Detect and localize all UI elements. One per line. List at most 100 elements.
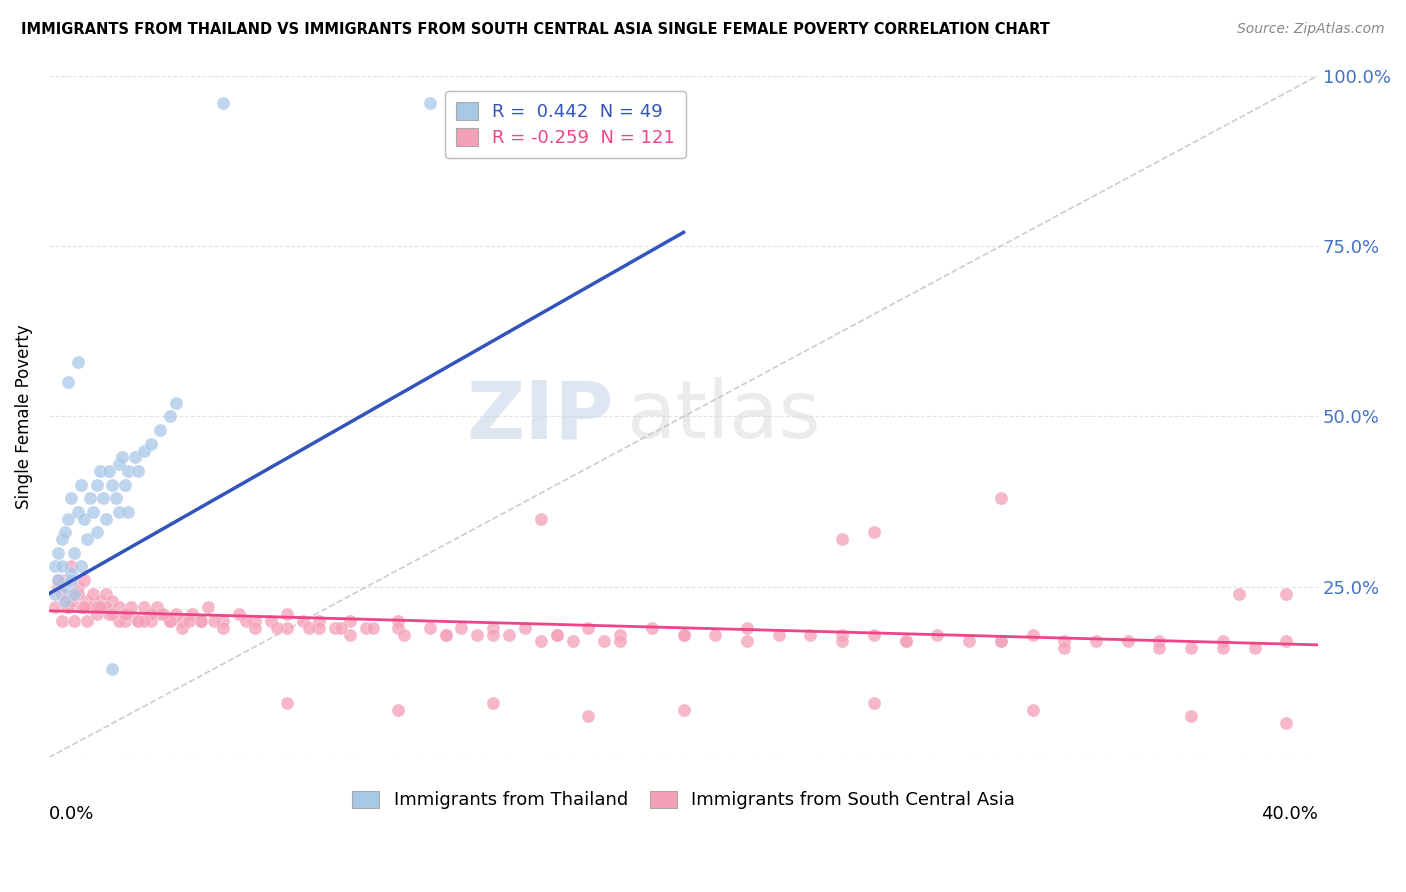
Point (260, 614, 283, 628)
Point (53, 593, 76, 607)
Point (576, 621, 599, 635)
Point (465, 628, 488, 642)
Point (107, 505, 129, 519)
Point (82, 587, 104, 601)
Point (735, 621, 758, 635)
Point (89, 464, 111, 478)
Point (73, 512, 96, 526)
Point (66, 580, 89, 594)
Point (86, 525, 108, 540)
Point (127, 614, 149, 628)
Point (51, 614, 73, 628)
Legend: Immigrants from Thailand, Immigrants from South Central Asia: Immigrants from Thailand, Immigrants fro… (344, 783, 1022, 816)
Point (134, 443, 156, 458)
Point (546, 628, 568, 642)
Point (48, 580, 70, 594)
Point (149, 423, 172, 437)
Point (1212, 634, 1234, 648)
Point (339, 614, 361, 628)
Point (177, 614, 200, 628)
Point (60, 566, 83, 581)
Point (1053, 641, 1076, 656)
Point (957, 634, 980, 648)
Point (165, 607, 187, 622)
Point (672, 628, 695, 642)
Point (79, 600, 101, 615)
Point (107, 600, 129, 615)
Point (672, 628, 695, 642)
Point (339, 628, 361, 642)
Point (139, 614, 162, 628)
Point (482, 696, 505, 710)
Point (927, 628, 949, 642)
Point (1227, 587, 1250, 601)
Point (146, 600, 169, 615)
Point (245, 614, 267, 628)
Point (114, 614, 136, 628)
Point (117, 464, 139, 478)
Point (276, 621, 298, 635)
Point (89, 600, 111, 615)
Point (482, 621, 505, 635)
Point (53, 580, 76, 594)
Point (768, 628, 790, 642)
Point (101, 607, 124, 622)
Point (48, 573, 70, 587)
Point (124, 450, 146, 465)
Point (356, 621, 378, 635)
Point (212, 614, 235, 628)
Point (134, 614, 156, 628)
Point (190, 614, 212, 628)
Point (159, 409, 181, 424)
Point (245, 621, 267, 635)
Point (190, 614, 212, 628)
Point (82, 505, 104, 519)
Point (44, 600, 66, 615)
Point (329, 621, 352, 635)
Point (98, 607, 121, 622)
Point (56, 600, 79, 615)
Point (799, 628, 821, 642)
Point (1149, 634, 1171, 648)
Point (894, 634, 917, 648)
Point (56, 512, 79, 526)
Point (228, 607, 250, 622)
Point (1275, 634, 1298, 648)
Point (73, 573, 96, 587)
Point (434, 628, 457, 642)
Point (76, 593, 98, 607)
Point (79, 491, 101, 506)
Point (1116, 634, 1139, 648)
Point (63, 614, 86, 628)
Point (1243, 641, 1265, 656)
Point (482, 628, 505, 642)
Point (60, 559, 83, 574)
Point (73, 600, 96, 615)
Point (152, 607, 174, 622)
Point (266, 621, 288, 635)
Point (89, 593, 111, 607)
Point (94, 587, 117, 601)
Point (641, 621, 664, 635)
Point (593, 634, 616, 648)
Point (498, 628, 520, 642)
Point (704, 628, 727, 642)
Point (48, 546, 70, 560)
Point (1021, 628, 1043, 642)
Point (94, 512, 117, 526)
Point (63, 587, 86, 601)
Point (419, 95, 441, 110)
Point (672, 703, 695, 717)
Point (114, 607, 136, 622)
Point (530, 634, 553, 648)
Point (60, 593, 83, 607)
Point (139, 436, 162, 450)
Point (51, 532, 73, 546)
Point (530, 512, 553, 526)
Point (323, 621, 346, 635)
Point (276, 696, 298, 710)
Text: 40.0%: 40.0% (1261, 805, 1319, 823)
Point (111, 450, 134, 465)
Point (48, 573, 70, 587)
Point (863, 628, 886, 642)
